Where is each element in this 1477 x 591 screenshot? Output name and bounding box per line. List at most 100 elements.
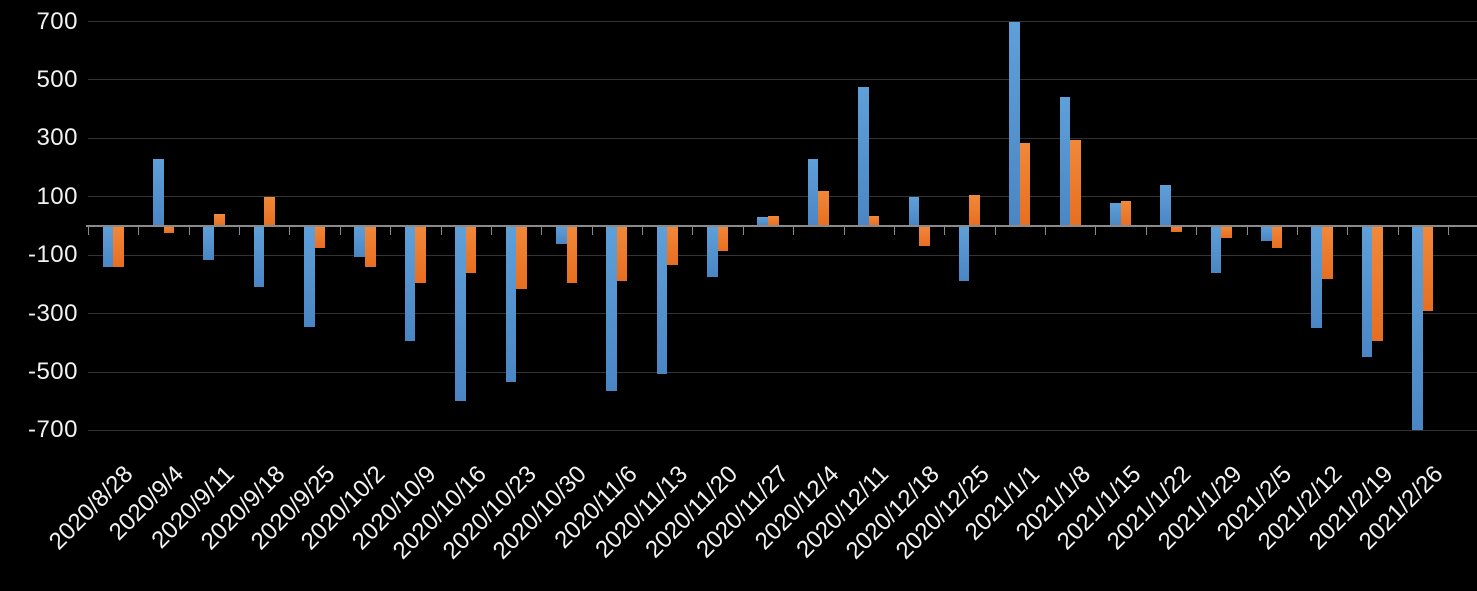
y-axis-tick-label: 300 (36, 124, 78, 152)
bar-series-1-2020/9/25[interactable] (304, 226, 315, 327)
bar-series-2-2020/10/30[interactable] (566, 226, 578, 283)
bar-series-2-2020/12/4[interactable] (818, 190, 829, 226)
bar-series-2-2020/11/27[interactable] (768, 215, 779, 226)
bar-series-2-2020/9/25[interactable] (314, 226, 326, 248)
y-axis-tick-label: -100 (27, 241, 78, 269)
bar-series-2-2020/9/18[interactable] (264, 196, 275, 226)
axis-tick-mark (1095, 227, 1097, 235)
bar-series-1-2020/10/30[interactable] (555, 226, 567, 244)
bar-series-1-2020/9/4[interactable] (152, 158, 164, 226)
bar-series-1-2021/1/1[interactable] (1009, 21, 1020, 226)
bar-series-2-2021/1/22[interactable] (1170, 226, 1182, 232)
bar-series-1-2020/10/9[interactable] (404, 226, 416, 342)
gridline (88, 429, 1477, 431)
bar-series-2-2020/10/2[interactable] (365, 226, 376, 267)
bar-series-1-2021/2/26[interactable] (1412, 226, 1423, 431)
bar-series-1-2020/11/27[interactable] (757, 217, 768, 226)
bar-series-2-2021/1/29[interactable] (1221, 226, 1232, 238)
bar-series-2-2021/2/12[interactable] (1322, 226, 1333, 279)
axis-tick-mark (1196, 227, 1198, 235)
bar-series-1-2020/10/16[interactable] (455, 226, 466, 402)
axis-tick-mark (642, 227, 644, 235)
bar-series-2-2020/12/18[interactable] (919, 226, 930, 247)
bar-series-2-2020/11/13[interactable] (667, 226, 678, 266)
axis-tick-mark (440, 227, 442, 235)
bar-series-2-2021/1/1[interactable] (1019, 142, 1031, 226)
bar-series-1-2021/1/22[interactable] (1160, 185, 1171, 226)
axis-tick-mark (742, 227, 744, 235)
axis-tick-mark (390, 227, 392, 235)
category-axis-line (86, 225, 1477, 227)
axis-tick-mark (793, 227, 795, 235)
bar-series-2-2021/2/5[interactable] (1271, 226, 1283, 248)
bar-series-1-2020/11/6[interactable] (606, 226, 617, 392)
bar-series-2-2020/8/28[interactable] (113, 226, 124, 267)
axis-tick-mark (88, 227, 89, 235)
axis-tick-mark (591, 227, 593, 235)
bar-series-2-2021/2/19[interactable] (1372, 226, 1384, 342)
bar-series-2-2020/10/16[interactable] (465, 226, 477, 273)
bar-series-1-2021/1/29[interactable] (1210, 226, 1222, 273)
axis-tick-mark (893, 227, 895, 235)
bar-series-1-2021/1/8[interactable] (1059, 97, 1071, 226)
bar-series-2-2020/12/25[interactable] (969, 195, 981, 226)
axis-tick-mark (188, 227, 190, 235)
axis-tick-mark (239, 227, 241, 235)
axis-tick-mark (289, 227, 291, 235)
bar-series-1-2021/2/5[interactable] (1261, 226, 1272, 241)
axis-tick-mark (994, 227, 996, 235)
bar-series-1-2020/9/18[interactable] (253, 226, 265, 288)
axis-tick-mark (138, 227, 140, 235)
axis-tick-mark (1145, 227, 1147, 235)
y-axis-tick-label: 700 (36, 7, 78, 35)
gridline (88, 254, 1477, 256)
gridline (88, 313, 1477, 315)
y-axis-tick-label: 100 (36, 182, 78, 210)
bar-series-2-2020/11/6[interactable] (616, 226, 628, 282)
bar-series-1-2021/1/15[interactable] (1109, 202, 1121, 226)
bar-series-1-2020/9/11[interactable] (203, 226, 214, 260)
bar-series-2-2020/10/9[interactable] (415, 226, 426, 283)
y-axis-tick-label: 500 (36, 65, 78, 93)
bar-series-1-2020/12/4[interactable] (807, 158, 819, 226)
axis-tick-mark (843, 227, 845, 235)
axis-tick-mark (944, 227, 946, 235)
y-axis-tick-label: -300 (27, 299, 78, 327)
axis-tick-mark (1448, 227, 1449, 235)
bar-series-2-2020/9/4[interactable] (163, 226, 175, 234)
bar-series-1-2020/8/28[interactable] (102, 226, 114, 267)
bar-series-2-2021/1/15[interactable] (1120, 201, 1132, 226)
axis-tick-mark (339, 227, 341, 235)
bar-series-2-2021/1/8[interactable] (1070, 139, 1081, 226)
axis-tick-mark (490, 227, 492, 235)
gridline (88, 371, 1477, 373)
bar-series-1-2021/2/12[interactable] (1311, 226, 1323, 329)
bar-series-2-2020/9/11[interactable] (213, 214, 225, 226)
y-axis-tick-label: -500 (27, 358, 78, 386)
axis-tick-mark (692, 227, 694, 235)
gridline (88, 21, 1477, 23)
axis-tick-mark (1246, 227, 1248, 235)
bar-series-1-2021/2/19[interactable] (1361, 226, 1373, 358)
axis-tick-mark (1296, 227, 1298, 235)
gridline (88, 196, 1477, 198)
bar-series-1-2020/11/20[interactable] (707, 226, 718, 278)
bar-series-1-2020/12/11[interactable] (858, 87, 869, 226)
axis-tick-mark (1397, 227, 1399, 235)
bar-series-2-2020/11/20[interactable] (717, 226, 729, 251)
gridline (88, 79, 1477, 81)
gridline (88, 137, 1477, 139)
axis-tick-mark (541, 227, 543, 235)
bar-series-2-2020/12/11[interactable] (868, 215, 880, 226)
bar-series-1-2020/12/18[interactable] (908, 196, 920, 226)
y-axis-tick-label: -700 (27, 416, 78, 444)
axis-tick-mark (1347, 227, 1349, 235)
bar-series-1-2020/11/13[interactable] (656, 226, 668, 374)
bar-series-2-2021/2/26[interactable] (1422, 226, 1434, 311)
bar-series-1-2020/12/25[interactable] (958, 226, 970, 282)
bar-series-2-2020/10/23[interactable] (516, 226, 527, 289)
bar-series-1-2020/10/23[interactable] (505, 226, 517, 383)
axis-tick-mark (1045, 227, 1047, 235)
bar-series-1-2020/10/2[interactable] (354, 226, 366, 257)
